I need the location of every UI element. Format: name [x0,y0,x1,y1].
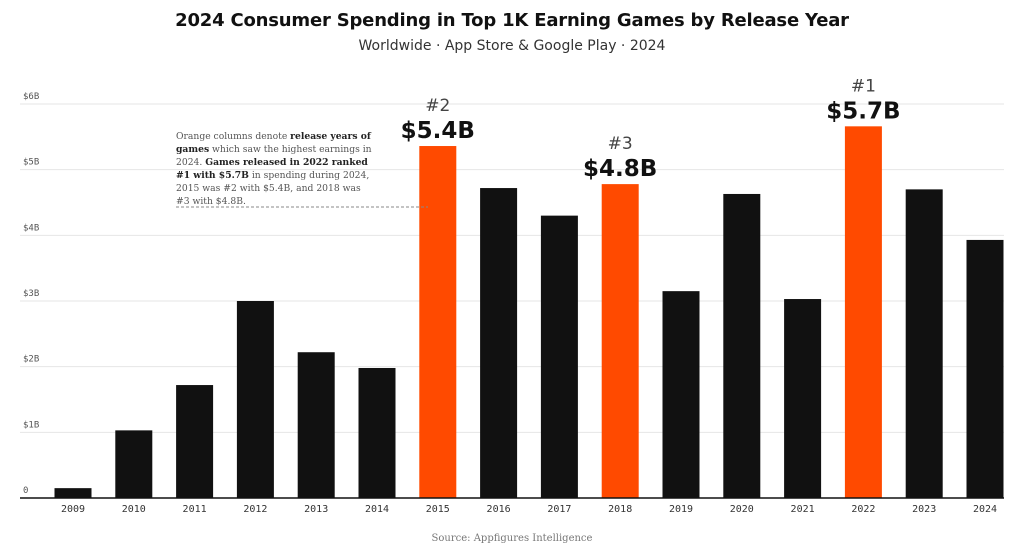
annotation-text: Orange columns denote release years of g… [176,131,372,207]
x-tick-label: 2023 [912,504,936,515]
x-tick-label: 2017 [547,504,571,515]
x-tick-label: 2022 [851,504,875,515]
bar-2010 [115,430,153,498]
bar-2013 [297,352,335,498]
bar-2023 [905,189,943,498]
x-tick-label: 2020 [730,504,754,515]
highlight-labels: $5.4B#2 $4.8B#3 $5.7B#1 [401,76,901,182]
x-tick-label: 2018 [608,504,632,515]
y-tick-label: $4B [23,223,39,233]
bar-2011 [176,385,214,498]
bar-2014 [358,367,396,498]
bar-2017 [540,215,578,498]
y-tick-label: $1B [23,420,39,430]
y-tick-label: $2B [23,355,39,365]
bar-2020 [723,193,761,499]
y-tick-label: $5B [23,158,39,168]
x-tick-label: 2024 [973,504,997,515]
x-tick-label: 2016 [487,504,511,515]
y-axis-ticks: 0 $1B $2B $3B $4B $5B $6B [23,92,39,496]
bars [54,126,1004,499]
bar-2024 [966,239,1004,498]
y-tick-label: $6B [23,92,39,102]
bar-2018 [601,184,639,498]
rank-label-2015: #2 [425,96,450,116]
bar-2022 [844,126,882,499]
source-note: Source: Appfigures Intelligence [431,533,593,544]
bar-2009 [54,488,92,498]
x-tick-label: 2013 [304,504,328,515]
x-tick-label: 2014 [365,504,389,515]
x-tick-label: 2010 [122,504,146,515]
bar-2016 [480,188,518,498]
x-tick-label: 2015 [426,504,450,515]
rank-label-2018: #3 [608,134,633,154]
bar-2015 [419,146,457,498]
bar-2019 [662,291,700,498]
value-label-2015: $5.4B [401,118,475,144]
x-tick-label: 2021 [791,504,815,515]
x-axis-ticks: 2009 2010 2011 2012 2013 2014 2015 2016 2017 2018… [61,504,997,515]
rank-label-2022: #1 [851,76,876,96]
x-tick-label: 2009 [61,504,85,515]
bar-2012 [236,301,274,498]
y-tick-label: $3B [23,289,39,299]
bar-2021 [784,299,822,498]
x-tick-label: 2019 [669,504,693,515]
y-tick-label: 0 [23,486,28,496]
value-label-2022: $5.7B [826,98,900,124]
x-tick-label: 2012 [243,504,267,515]
x-tick-label: 2011 [183,504,207,515]
chart-title: 2024 Consumer Spending in Top 1K Earning… [175,10,849,31]
chart-subtitle: Worldwide · App Store & Google Play · 20… [358,38,666,54]
value-label-2018: $4.8B [583,156,657,182]
